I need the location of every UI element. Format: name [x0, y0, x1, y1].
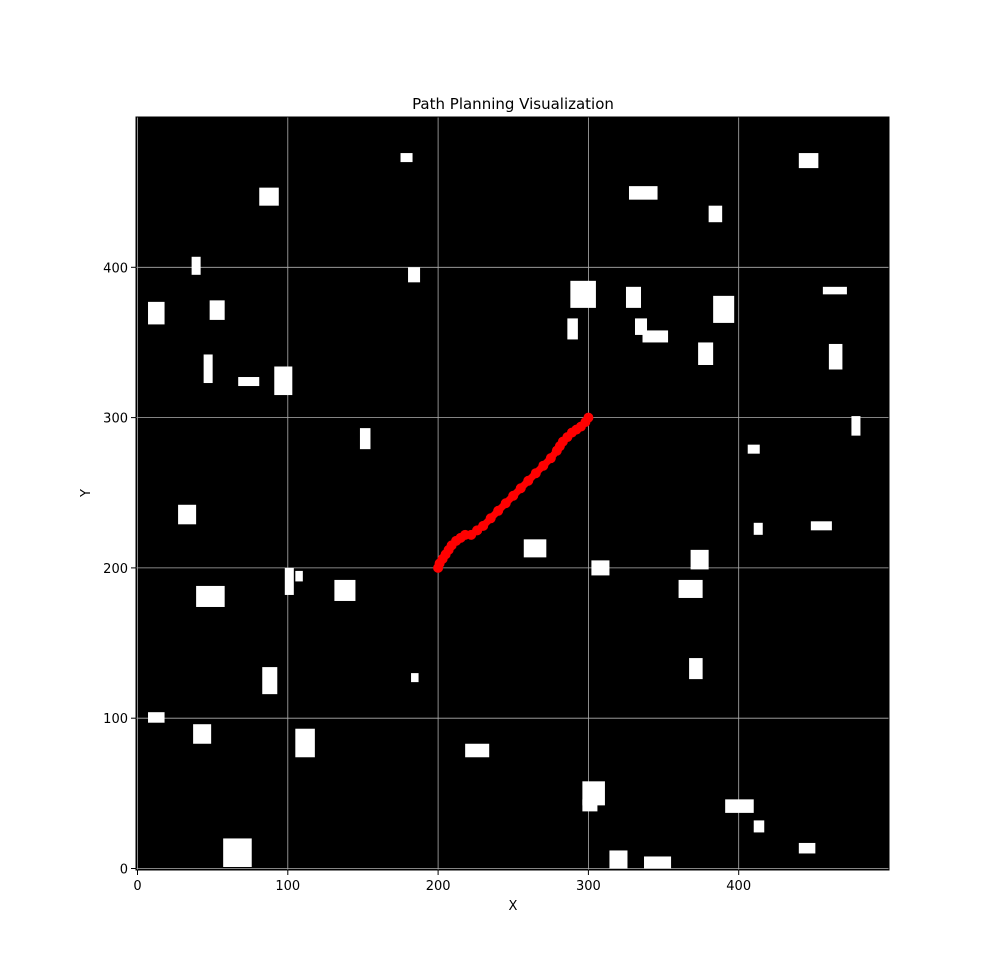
- plot-frame: [135, 116, 890, 871]
- obstacle-1: [798, 153, 819, 169]
- grid-lines: [136, 117, 889, 870]
- obstacle-37: [262, 667, 278, 695]
- obstacle-4: [708, 205, 723, 223]
- obstacle-29: [591, 560, 610, 576]
- obstacle-3: [628, 186, 658, 200]
- x-tick-label-200: 200: [426, 879, 451, 894]
- x-axis-label: X: [509, 899, 518, 914]
- obstacle-6: [408, 267, 421, 283]
- obstacle-24: [178, 504, 197, 525]
- path-point-16: [515, 483, 526, 494]
- obstacle-9: [822, 286, 847, 295]
- x-tick-label-400: 400: [726, 879, 751, 894]
- x-tick-label-100: 100: [275, 879, 300, 894]
- obstacle-15: [642, 330, 669, 343]
- y-tick-label-100: 100: [103, 712, 128, 727]
- y-tick-label-0: 0: [120, 862, 128, 877]
- obstacle-38: [148, 712, 165, 723]
- y-axis: 0 100 200 300 400: [103, 261, 136, 877]
- obstacle-12: [713, 295, 735, 323]
- obstacle-35: [689, 658, 703, 680]
- obstacle-21: [851, 416, 861, 436]
- obstacle-43: [582, 799, 598, 812]
- obstacle-25: [810, 521, 832, 531]
- obstacle-33: [334, 579, 356, 601]
- obstacle-23: [747, 444, 760, 454]
- y-tick-label-200: 200: [103, 562, 128, 577]
- obstacle-16: [698, 342, 714, 365]
- obstacle-10: [148, 301, 165, 325]
- obstacles-layer: [148, 153, 861, 869]
- planned-path: [433, 412, 594, 573]
- obstacle-19: [238, 377, 260, 387]
- x-tick-label-0: 0: [133, 879, 141, 894]
- obstacle-7: [570, 280, 596, 308]
- obstacle-26: [753, 522, 763, 535]
- x-axis: 0 100 200 300 400: [133, 870, 751, 894]
- obstacle-22: [359, 428, 371, 450]
- obstacle-18: [203, 354, 213, 384]
- path-point-15: [508, 490, 519, 501]
- obstacle-34: [196, 585, 225, 607]
- obstacle-48: [609, 850, 628, 869]
- path-point-18: [530, 468, 541, 479]
- y-tick-label-400: 400: [103, 261, 128, 276]
- y-tick-label-300: 300: [103, 412, 128, 427]
- y-axis-label: Y: [79, 489, 94, 498]
- obstacle-30: [284, 567, 294, 595]
- obstacle-2: [259, 187, 279, 206]
- obstacle-45: [753, 820, 765, 833]
- x-tick-label-300: 300: [576, 879, 601, 894]
- obstacle-17: [828, 343, 843, 370]
- path-point-20: [545, 453, 556, 464]
- obstacle-0: [400, 153, 413, 163]
- obstacle-5: [191, 256, 201, 275]
- path-point-12: [485, 513, 496, 524]
- chart-title: Path Planning Visualization: [412, 95, 614, 113]
- obstacle-28: [690, 549, 709, 570]
- obstacle-11: [209, 300, 225, 320]
- obstacle-39: [193, 724, 212, 744]
- obstacle-20: [274, 366, 293, 396]
- obstacle-8: [625, 286, 642, 308]
- obstacle-40: [295, 728, 315, 758]
- path-point-17: [523, 475, 534, 486]
- path-point-11: [478, 520, 489, 531]
- obstacle-31: [295, 570, 303, 582]
- obstacle-32: [678, 579, 703, 598]
- path-point-19: [538, 460, 549, 471]
- obstacle-44: [725, 799, 754, 813]
- obstacle-46: [798, 842, 816, 854]
- path-point-13: [493, 505, 504, 516]
- obstacle-41: [465, 743, 490, 758]
- obstacle-36: [411, 673, 419, 683]
- obstacle-49: [644, 856, 672, 869]
- obstacle-47: [223, 838, 252, 867]
- path-point-14: [500, 498, 511, 509]
- obstacle-13: [567, 318, 578, 340]
- obstacle-27: [523, 539, 547, 558]
- plot-area: [135, 116, 890, 871]
- path-point-29: [583, 412, 594, 423]
